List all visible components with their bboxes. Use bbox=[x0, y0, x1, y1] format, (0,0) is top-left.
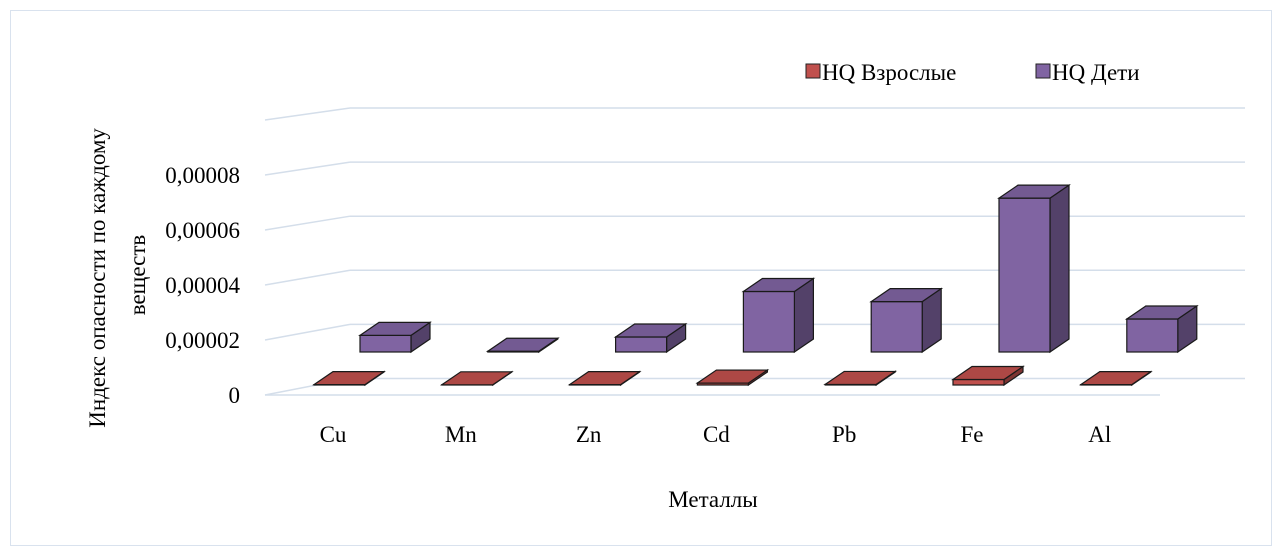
bar bbox=[1078, 370, 1153, 387]
bar-side bbox=[1049, 184, 1070, 354]
bar bbox=[997, 184, 1071, 354]
bar-top bbox=[613, 323, 688, 338]
y-tick-label: 0,00006 bbox=[165, 218, 240, 243]
bar bbox=[485, 337, 560, 354]
bar-front bbox=[952, 378, 1005, 386]
x-tick-label: Fe bbox=[961, 422, 984, 447]
grid-depth-line bbox=[264, 269, 351, 286]
bar bbox=[1124, 304, 1199, 354]
bar-top bbox=[312, 371, 386, 386]
bar-front bbox=[359, 334, 412, 353]
x-tick-label: Al bbox=[1088, 422, 1111, 447]
x-axis-tick-labels: Cu Mn Zn Cd Pb Fe Al bbox=[320, 422, 1112, 447]
bar-top bbox=[1124, 305, 1199, 320]
legend-swatch-adults bbox=[805, 63, 821, 79]
bar-top bbox=[567, 371, 642, 386]
bar bbox=[567, 370, 642, 387]
y-axis-tick-labels: 0 0,00002 0,00004 0,00006 0,00008 bbox=[165, 163, 240, 408]
bar-front bbox=[1126, 318, 1179, 353]
bar-front bbox=[998, 197, 1051, 353]
bar bbox=[823, 370, 898, 387]
bar-front bbox=[742, 290, 796, 353]
y-axis-label-line-1: Индекс опасности по каждому bbox=[85, 128, 110, 428]
x-tick-label: Cu bbox=[320, 422, 347, 447]
bar bbox=[613, 322, 688, 354]
y-tick-label: 0,00008 bbox=[165, 163, 240, 188]
legend: HQ Взрослые HQ Дети bbox=[805, 60, 1140, 85]
bar-front bbox=[614, 336, 668, 353]
bar-top bbox=[695, 369, 770, 384]
x-tick-label: Pb bbox=[832, 422, 856, 447]
bar bbox=[869, 287, 944, 354]
grid-depth-line bbox=[264, 215, 351, 231]
grid-depth-line bbox=[264, 107, 351, 121]
bar-front bbox=[870, 301, 923, 353]
bar bbox=[358, 321, 432, 354]
bar bbox=[695, 368, 770, 387]
bar bbox=[439, 370, 514, 387]
x-axis-label: Металлы bbox=[668, 487, 758, 512]
bar bbox=[741, 277, 816, 354]
bar bbox=[951, 365, 1025, 387]
y-tick-label: 0 bbox=[229, 383, 241, 408]
y-tick-label: 0,00002 bbox=[165, 328, 240, 353]
x-tick-label: Mn bbox=[445, 422, 477, 447]
legend-swatch-children bbox=[1035, 63, 1051, 79]
legend-label-adults: HQ Взрослые bbox=[822, 60, 956, 85]
legend-item-adults: HQ Взрослые bbox=[805, 60, 956, 85]
bar bbox=[312, 370, 386, 387]
bar-top bbox=[823, 370, 898, 386]
grid-depth-line bbox=[264, 323, 351, 341]
bar-top bbox=[869, 288, 944, 303]
y-tick-label: 0,00004 bbox=[165, 273, 240, 298]
bar-top bbox=[485, 337, 560, 352]
bar-top bbox=[997, 184, 1071, 199]
bar-top bbox=[439, 371, 514, 386]
bar-top bbox=[741, 277, 816, 293]
bar-top bbox=[1078, 371, 1153, 386]
x-tick-label: Zn bbox=[576, 422, 602, 447]
legend-item-children: HQ Дети bbox=[1035, 60, 1140, 85]
bar-top bbox=[358, 321, 432, 337]
bars bbox=[312, 184, 1199, 387]
x-tick-label: Cd bbox=[703, 422, 730, 447]
legend-label-children: HQ Дети bbox=[1052, 60, 1140, 85]
y-axis-label: Индекс опасности по каждому веществ bbox=[85, 122, 150, 427]
bar-top bbox=[951, 365, 1025, 381]
grid-depth-line bbox=[264, 161, 351, 176]
y-axis-label-line-2: веществ bbox=[125, 235, 150, 316]
